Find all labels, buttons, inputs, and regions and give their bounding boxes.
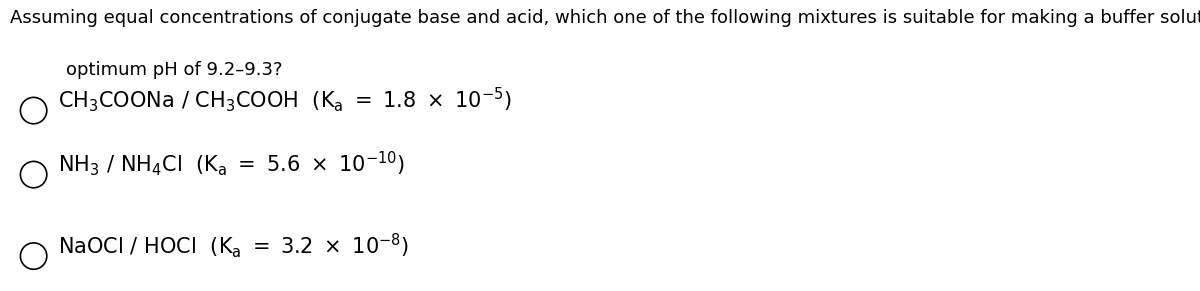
Text: $\mathregular{CH_3COONa\ /\ CH_3COOH\ \ (K_a\ =\ 1.8\ \times\ 10^{-5})}$: $\mathregular{CH_3COONa\ /\ CH_3COOH\ \ … (58, 85, 511, 114)
Text: Assuming equal concentrations of conjugate base and acid, which one of the follo: Assuming equal concentrations of conjuga… (10, 9, 1200, 27)
Text: optimum pH of 9.2–9.3?: optimum pH of 9.2–9.3? (66, 61, 282, 79)
Text: $\mathregular{NH_3\ /\ NH_4Cl\ \ (K_a\ =\ 5.6\ \times\ 10^{-10})}$: $\mathregular{NH_3\ /\ NH_4Cl\ \ (K_a\ =… (58, 149, 404, 178)
Text: $\mathregular{NaOCl\ /\ HOCl\ \ (K_a\ =\ 3.2\ \times\ 10^{-8})}$: $\mathregular{NaOCl\ /\ HOCl\ \ (K_a\ =\… (58, 231, 409, 260)
